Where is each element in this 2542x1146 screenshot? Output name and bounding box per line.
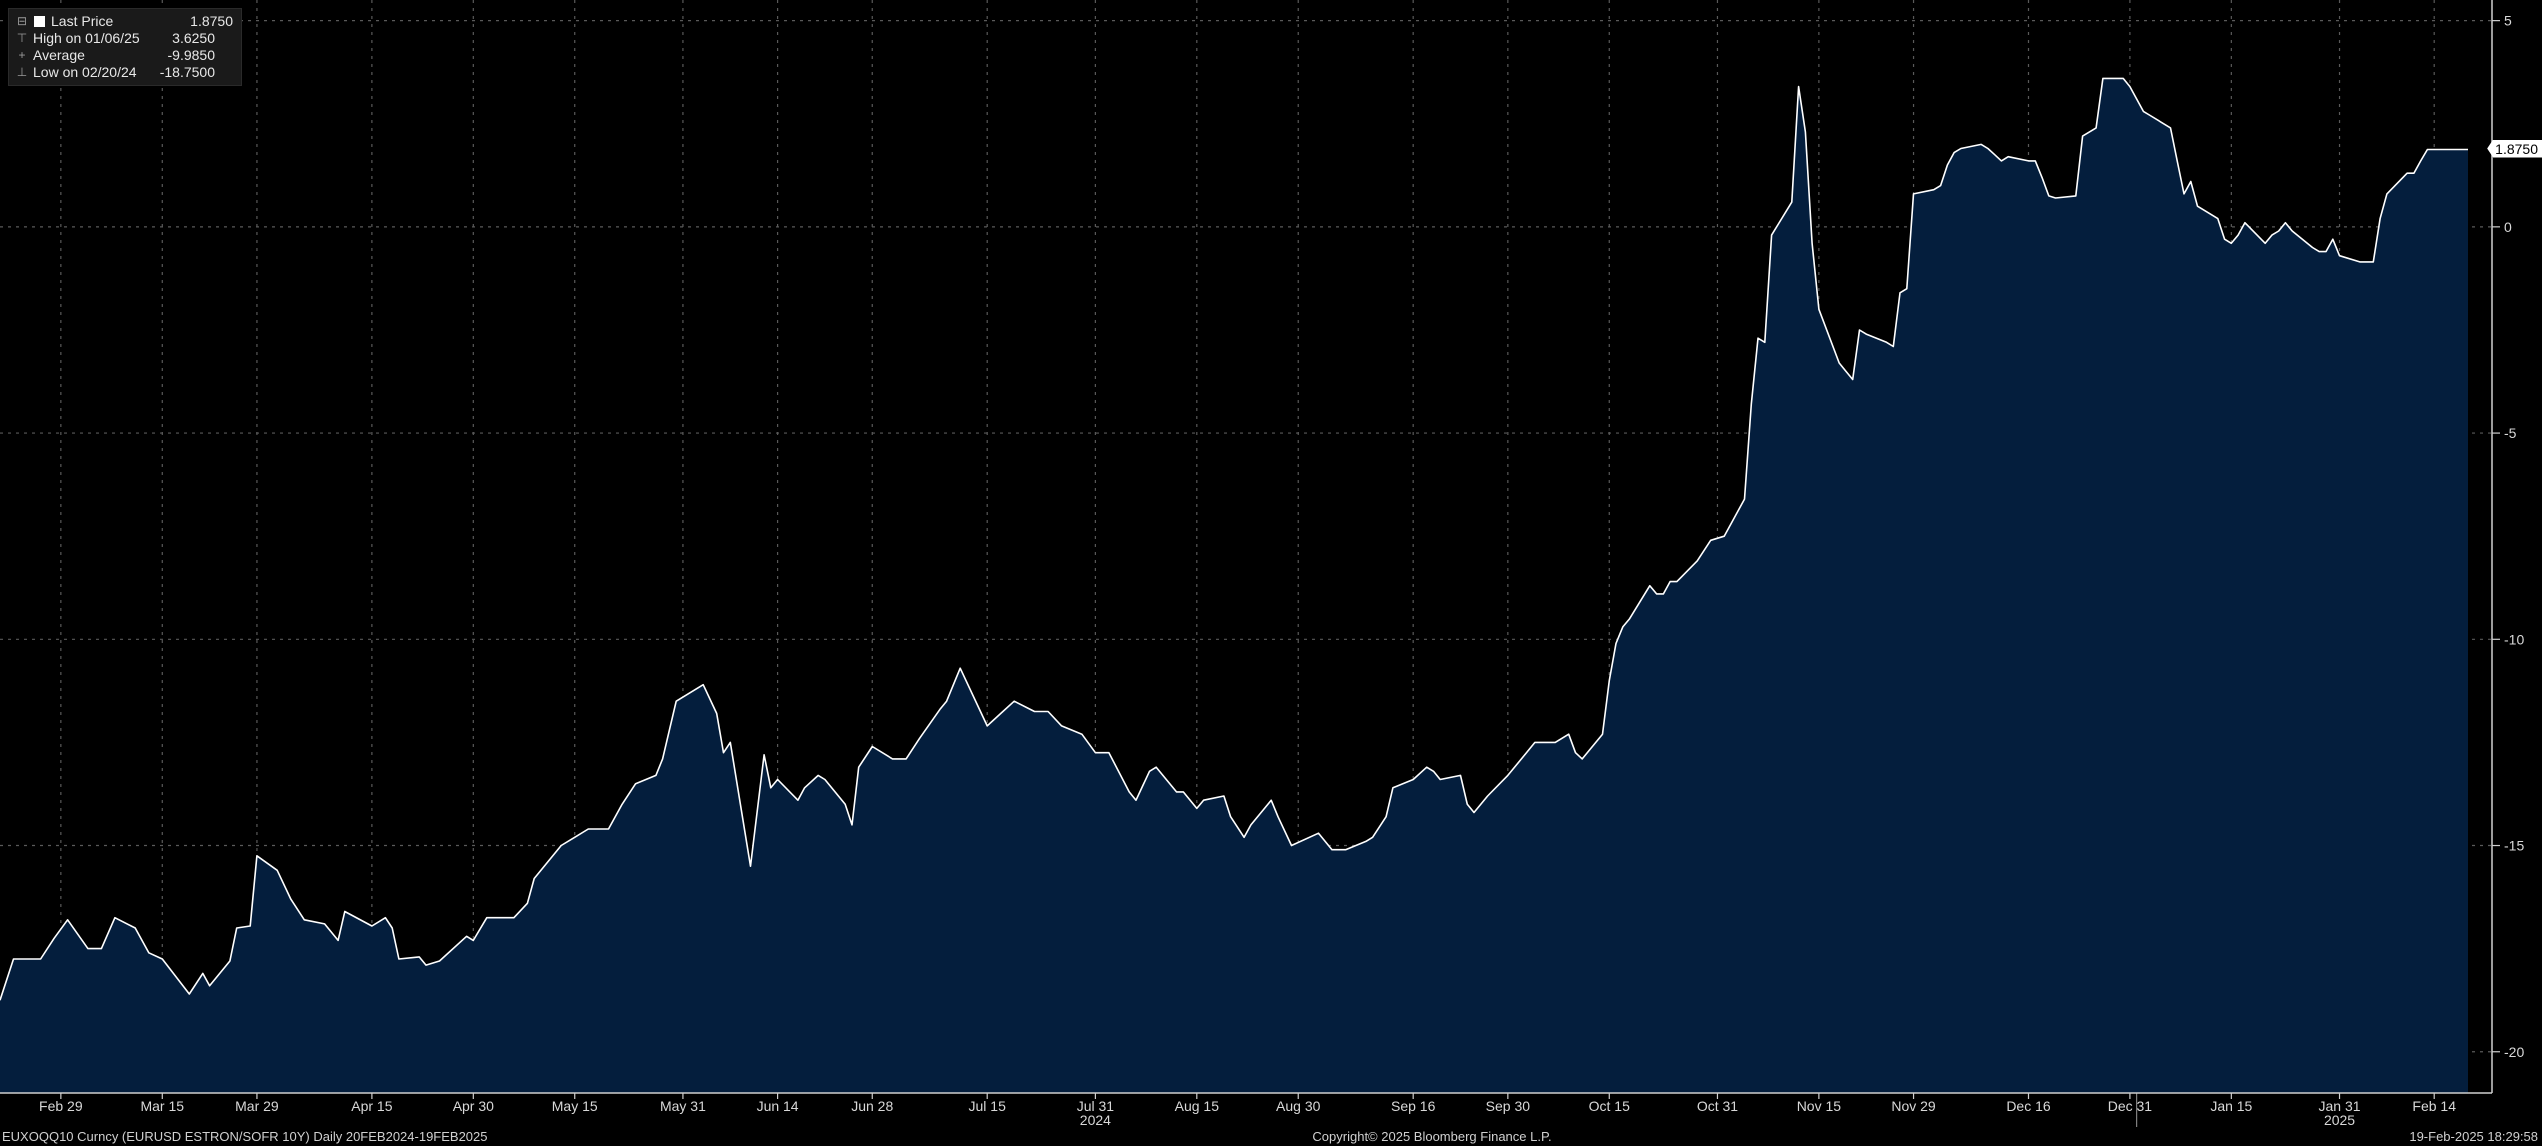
y-tick-label: -15 (2504, 838, 2524, 854)
x-tick-label: Mar 29 (235, 1098, 279, 1114)
x-tick-label: Oct 15 (1589, 1098, 1630, 1114)
x-tick-label: Dec 31 (2108, 1098, 2153, 1114)
legend: ⊟ Last Price 1.8750 ⊤ High on 01/06/25 3… (8, 8, 242, 86)
y-tick-label: -10 (2504, 631, 2524, 647)
x-tick-label: May 31 (660, 1098, 706, 1114)
legend-item-high: ⊤ High on 01/06/25 3.6250 (13, 30, 233, 47)
high-marker-icon: ⊤ (16, 31, 28, 45)
y-tick-label: 5 (2504, 13, 2512, 29)
legend-value: -9.9850 (167, 47, 215, 63)
legend-label: High on 01/06/25 (33, 30, 140, 46)
x-tick-label: Feb 29 (39, 1098, 83, 1114)
legend-value: -18.7500 (159, 64, 215, 80)
last-price-tag: 1.8750 (2487, 139, 2542, 158)
x-tick-label: Jan 15 (2210, 1098, 2252, 1114)
x-tick-label: Mar 15 (140, 1098, 184, 1114)
average-marker-icon: + (18, 48, 26, 62)
series-layer (0, 77, 2468, 1093)
year-label: 2025 (2324, 1112, 2355, 1128)
low-marker-icon: ⊥ (16, 65, 28, 79)
x-tick-label: Oct 31 (1697, 1098, 1738, 1114)
x-tick-label: Sep 30 (1486, 1098, 1531, 1114)
x-tick-label: Feb 14 (2412, 1098, 2456, 1114)
x-tick-label: Jul 15 (969, 1098, 1007, 1114)
x-tick-label: Dec 16 (2006, 1098, 2051, 1114)
legend-item-average: + Average -9.9850 (13, 47, 233, 64)
legend-label: Last Price (51, 13, 114, 29)
legend-value: 3.6250 (172, 30, 215, 46)
x-tick-label: Apr 30 (453, 1098, 494, 1114)
y-tick-label: -5 (2504, 425, 2517, 441)
x-tick-label: Nov 15 (1797, 1098, 1842, 1114)
copyright-text: Copyright© 2025 Bloomberg Finance L.P. (1312, 1129, 1551, 1144)
y-tick-label: -20 (2504, 1044, 2524, 1060)
year-label: 2024 (1080, 1112, 1111, 1128)
x-tick-label: Jan 31 (2319, 1098, 2361, 1114)
y-tick-label: 0 (2504, 219, 2512, 235)
legend-swatch-icon (34, 16, 45, 27)
price-line (0, 77, 2468, 1001)
x-tick-label: Sep 16 (1391, 1098, 1436, 1114)
x-tick-label: Aug 15 (1175, 1098, 1220, 1114)
price-area (0, 78, 2468, 1093)
x-tick-label: Aug 30 (1276, 1098, 1321, 1114)
x-tick-label: Jun 28 (851, 1098, 893, 1114)
legend-value: 1.8750 (190, 13, 233, 29)
x-tick-label: Jul 31 (1077, 1098, 1115, 1114)
x-tick-label: Nov 29 (1891, 1098, 1936, 1114)
timestamp-text: 19-Feb-2025 18:29:58 (2409, 1129, 2538, 1144)
legend-item-low: ⊥ Low on 02/20/24 -18.7500 (13, 64, 233, 81)
axis-layer: 5 0 -5 -10 -15 -20 Feb 29 Mar 15 Mar 29 Apr 15 Apr… (0, 0, 2524, 1128)
legend-label: Low on 02/20/24 (33, 64, 137, 80)
expand-icon: ⊟ (16, 14, 28, 28)
legend-label: Average (33, 47, 85, 63)
footer: EUXOQQ10 Curncy (EURUSD ESTRON/SOFR 10Y)… (2, 1129, 2538, 1144)
legend-item-last-price: ⊟ Last Price 1.8750 (13, 13, 233, 30)
x-tick-label: Jun 14 (757, 1098, 799, 1114)
x-tick-label: Apr 15 (351, 1098, 392, 1114)
ticker-description: EUXOQQ10 Curncy (EURUSD ESTRON/SOFR 10Y)… (2, 1129, 488, 1144)
x-tick-label: May 15 (552, 1098, 598, 1114)
